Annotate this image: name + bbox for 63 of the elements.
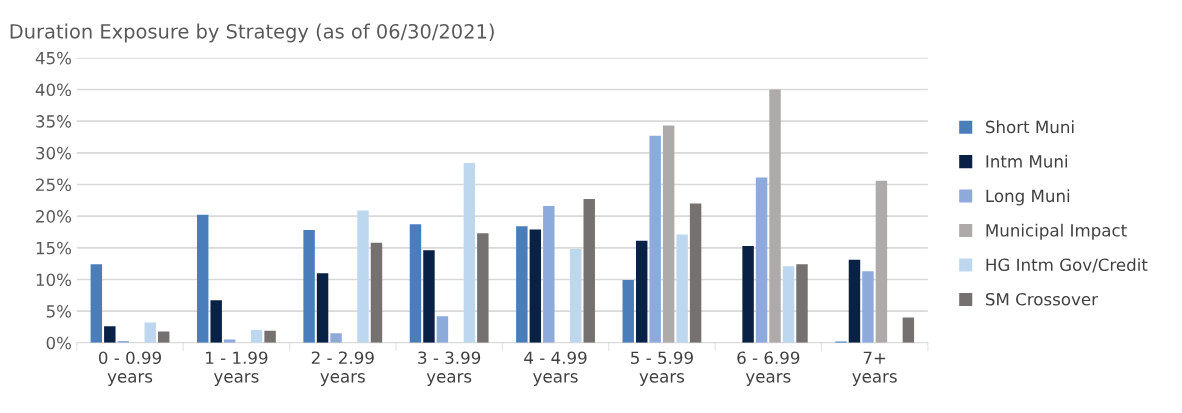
bar [250, 330, 263, 343]
bar [104, 326, 116, 343]
bar [755, 177, 768, 343]
bar [529, 229, 542, 343]
bar [662, 125, 675, 343]
bar [330, 333, 342, 343]
y-tick-label: 25% [36, 178, 72, 192]
y-tick-label: 20% [36, 210, 72, 223]
y-tick-label: 0% [46, 336, 72, 350]
bar [583, 199, 595, 343]
bar [570, 249, 582, 343]
x-tick-label: 5 - 5.99 years [631, 351, 693, 386]
y-tick-label: 15% [36, 241, 72, 255]
bar [90, 264, 103, 343]
legend-label: SM Crossover [985, 292, 1098, 306]
bar [370, 242, 383, 343]
legend-label: HG Intm Gov/Credit [986, 258, 1148, 273]
x-tick-label: 0 - 0.99 years [98, 351, 162, 386]
x-tick-label: 3 - 3.99 years [418, 351, 481, 386]
x-tick-label: 6 - 6.99 years [737, 351, 800, 386]
bar [689, 203, 702, 343]
bar [875, 180, 888, 343]
bar [769, 89, 781, 343]
bar [848, 259, 861, 343]
bar [264, 330, 276, 343]
y-tick-label: 40% [35, 83, 72, 97]
bar [463, 162, 476, 343]
bar [782, 266, 795, 343]
bar [742, 245, 754, 343]
x-tick-label: 4 - 4.99 years [524, 351, 587, 386]
legend-label: Short Muni [985, 120, 1074, 134]
bar [210, 300, 222, 343]
bar [196, 214, 209, 343]
y-tick-label: 35% [36, 115, 72, 128]
bar [635, 240, 648, 343]
y-tick-label: 10% [36, 273, 72, 287]
x-tick-label: 1 - 1.99 years [206, 351, 268, 386]
y-tick-label: 30% [36, 146, 72, 160]
bar [676, 234, 688, 343]
bar [622, 280, 634, 343]
x-tick-label: 7+ years [852, 351, 897, 386]
bar [436, 316, 449, 343]
chart-title: Duration Exposure by Strategy (as of 06/30/2021) [10, 23, 494, 43]
bar [316, 273, 329, 343]
bar [357, 210, 369, 343]
bar [303, 230, 315, 343]
bar [477, 233, 489, 343]
bar [516, 226, 528, 343]
bar [157, 331, 170, 343]
bar [862, 271, 874, 343]
legend-label: Municipal Impact [986, 223, 1127, 240]
bar [649, 135, 661, 343]
bar [902, 317, 915, 343]
y-tick-label: 45% [35, 51, 72, 65]
legend-label: Intm Muni [986, 154, 1068, 168]
bar [423, 250, 435, 343]
bar [796, 264, 808, 343]
x-tick-label: 2 - 2.99 years [311, 351, 374, 386]
y-tick-label: 5% [46, 305, 72, 318]
bar [543, 206, 555, 343]
legend-label: Long Muni [986, 189, 1070, 206]
bar [144, 322, 156, 343]
bar [409, 224, 422, 343]
